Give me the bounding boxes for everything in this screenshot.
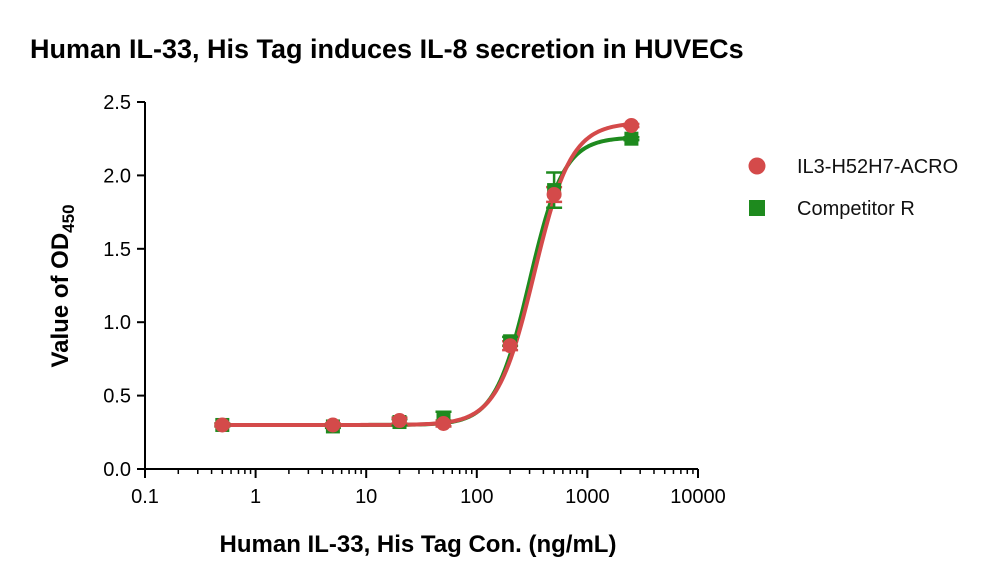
y-tick-label: 1.0 [103, 312, 131, 334]
fit-curve [222, 135, 632, 427]
fit-curve [222, 122, 632, 427]
error-bars [214, 122, 640, 430]
y-axis-ticks: 0.0 0.5 1.0 1.5 2.0 2.5 [103, 92, 145, 481]
y-tick-label: 1.5 [103, 239, 131, 261]
x-tick-label: 100 [460, 486, 493, 508]
chart-title: Human IL-33, His Tag induces IL-8 secret… [30, 34, 744, 64]
legend-marker-square [749, 200, 765, 216]
y-tick-label: 0.0 [103, 459, 131, 481]
x-tick-label: 1000 [565, 486, 610, 508]
data-point-circle [325, 417, 341, 433]
legend: IL3-H52H7-ACRO Competitor R [748, 156, 958, 220]
y-axis-title: Value of OD450 [47, 204, 78, 367]
data-point-circle [546, 186, 562, 202]
x-axis-ticks: 0.1 1 10 100 1000 10000 [131, 469, 726, 508]
fit-curves [222, 122, 632, 427]
axes [144, 102, 698, 470]
data-point-circle [214, 417, 230, 433]
y-tick-label: 2.5 [103, 92, 131, 114]
data-points [214, 117, 639, 434]
data-point-circle [436, 415, 452, 431]
legend-label: IL3-H52H7-ACRO [797, 156, 958, 178]
data-point-circle [391, 413, 407, 429]
data-point-circle [502, 338, 518, 354]
legend-label: Competitor R [797, 198, 915, 220]
x-tick-label: 10 [355, 486, 377, 508]
x-axis-title: Human IL-33, His Tag Con. (ng/mL) [220, 531, 617, 558]
y-tick-label: 0.5 [103, 386, 131, 408]
data-point-square [624, 131, 639, 146]
y-tick-label: 2.0 [103, 165, 131, 187]
x-tick-label: 1 [250, 486, 261, 508]
y-axis-title-subscript: 450 [59, 204, 78, 232]
legend-marker-circle [748, 157, 766, 175]
x-tick-label: 0.1 [131, 486, 159, 508]
data-point-circle [623, 117, 639, 133]
y-axis-title-main: Value of OD [47, 233, 74, 368]
x-tick-label: 10000 [670, 486, 726, 508]
